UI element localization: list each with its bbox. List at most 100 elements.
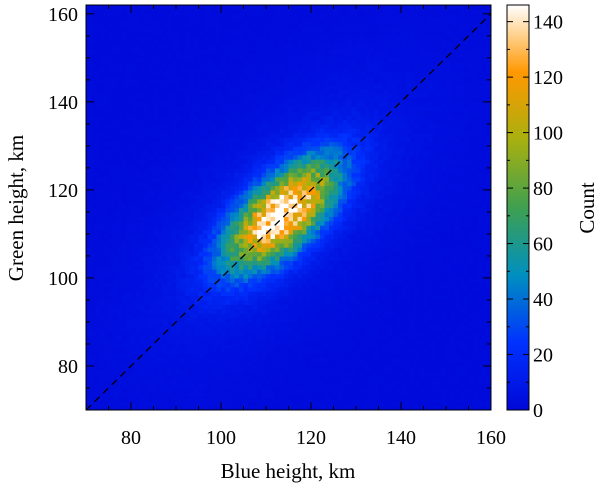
heatmap-cell <box>95 57 101 63</box>
heatmap-cell <box>176 79 182 85</box>
heatmap-cell <box>194 365 200 371</box>
heatmap-cell <box>234 27 240 33</box>
heatmap-cell <box>252 295 258 301</box>
heatmap-cell <box>176 154 182 160</box>
heatmap-cell <box>90 115 96 121</box>
heatmap-cell <box>243 304 249 310</box>
heatmap-cell <box>131 313 137 319</box>
heatmap-cell <box>221 387 227 393</box>
heatmap-cell <box>221 352 227 358</box>
heatmap-cell <box>297 110 303 116</box>
heatmap-cell <box>144 225 150 231</box>
heatmap-cell <box>113 277 119 283</box>
heatmap-cell <box>158 181 164 187</box>
heatmap-cell <box>153 123 159 129</box>
heatmap-cell <box>113 255 119 261</box>
heatmap-cell <box>95 167 101 173</box>
heatmap-cell <box>225 317 231 323</box>
heatmap-cell <box>284 299 290 305</box>
heatmap-cell <box>185 176 191 182</box>
heatmap-cell <box>104 295 110 301</box>
heatmap-cell <box>203 40 209 46</box>
heatmap-cell <box>279 251 285 257</box>
heatmap-cell <box>99 189 105 195</box>
heatmap-cell <box>302 273 308 279</box>
heatmap-cell <box>113 132 119 138</box>
heatmap-cell <box>171 277 177 283</box>
heatmap-cell <box>135 255 141 261</box>
heatmap-cell <box>261 343 267 349</box>
heatmap-cell <box>324 66 330 72</box>
heatmap-cell <box>95 31 101 37</box>
heatmap-cell <box>207 229 213 235</box>
heatmap-cell <box>320 220 326 226</box>
heatmap-cell <box>117 269 123 275</box>
heatmap-cell <box>324 110 330 116</box>
heatmap-cell <box>122 53 128 59</box>
heatmap-cell <box>261 119 267 125</box>
heatmap-cell <box>140 326 146 332</box>
heatmap-cell <box>230 9 236 15</box>
heatmap-cell <box>270 255 276 261</box>
heatmap-cell <box>261 141 267 147</box>
heatmap-cell <box>117 128 123 134</box>
heatmap-cell <box>149 260 155 266</box>
heatmap-cell <box>306 106 312 112</box>
heatmap-cell <box>180 159 186 165</box>
heatmap-cell <box>90 22 96 28</box>
heatmap-cell <box>104 159 110 165</box>
heatmap-cell <box>270 27 276 33</box>
heatmap-cell <box>320 198 326 204</box>
heatmap-cell <box>180 269 186 275</box>
heatmap-cell <box>144 110 150 116</box>
heatmap-cell <box>302 154 308 160</box>
heatmap-cell <box>207 330 213 336</box>
heatmap-cell <box>275 110 281 116</box>
heatmap-cell <box>144 282 150 288</box>
heatmap-cell <box>104 150 110 156</box>
heatmap-cell <box>194 260 200 266</box>
heatmap-cell <box>158 273 164 279</box>
heatmap-cell <box>257 383 263 389</box>
heatmap-cell <box>311 84 317 90</box>
heatmap-cell <box>108 264 114 270</box>
heatmap-cell <box>207 159 213 165</box>
heatmap-cell <box>284 9 290 15</box>
heatmap-cell <box>329 286 335 292</box>
heatmap-cell <box>284 163 290 169</box>
heatmap-cell <box>297 132 303 138</box>
heatmap-cell <box>230 101 236 107</box>
heatmap-cell <box>90 159 96 165</box>
heatmap-cell <box>171 31 177 37</box>
heatmap-cell <box>329 365 335 371</box>
heatmap-cell <box>288 251 294 257</box>
heatmap-cell <box>212 203 218 209</box>
heatmap-cell <box>230 396 236 402</box>
heatmap-cell <box>293 101 299 107</box>
heatmap-cell <box>306 145 312 151</box>
heatmap-cell <box>171 255 177 261</box>
heatmap-cell <box>167 123 173 129</box>
heatmap-cell <box>180 194 186 200</box>
heatmap-cell <box>149 5 155 10</box>
heatmap-cell <box>234 383 240 389</box>
heatmap-cell <box>198 304 204 310</box>
heatmap-cell <box>90 189 96 195</box>
heatmap-cell <box>293 392 299 398</box>
heatmap-cell <box>131 84 137 90</box>
heatmap-cell <box>230 27 236 33</box>
heatmap-cell <box>189 405 195 410</box>
heatmap-cell <box>266 97 272 103</box>
heatmap-cell <box>95 101 101 107</box>
heatmap-cell <box>117 343 123 349</box>
heatmap-cell <box>230 71 236 77</box>
heatmap-cell <box>180 167 186 173</box>
heatmap-cell <box>171 264 177 270</box>
heatmap-cell <box>90 75 96 81</box>
heatmap-cell <box>140 13 146 19</box>
heatmap-cell <box>135 128 141 134</box>
heatmap-cell <box>243 93 249 99</box>
heatmap-cell <box>248 159 254 165</box>
heatmap-cell <box>176 383 182 389</box>
heatmap-cell <box>248 101 254 107</box>
